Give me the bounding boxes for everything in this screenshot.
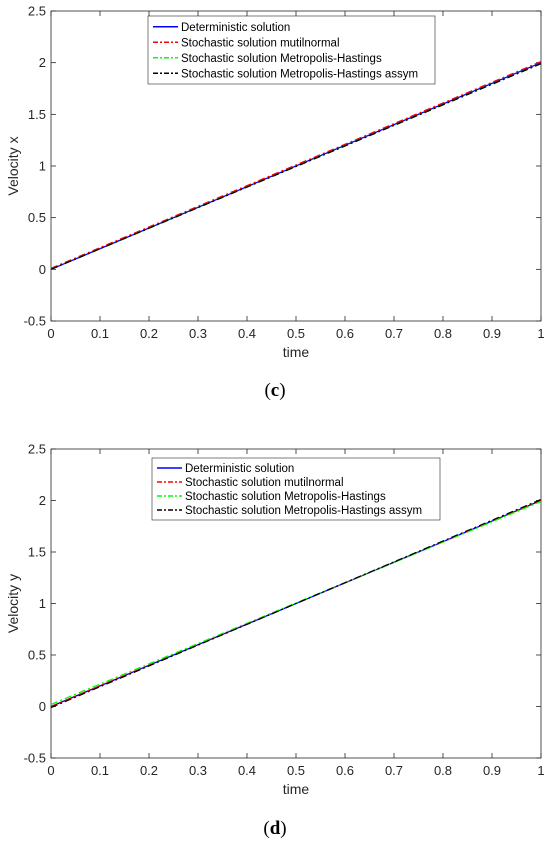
panel-caption: (c) <box>264 380 285 401</box>
legend-entry-1: Deterministic solution <box>185 463 294 475</box>
x-tick-label: 0.5 <box>287 763 305 778</box>
legend-entry-3: Stochastic solution Metropolis-Hastings <box>185 491 386 503</box>
x-tick-label: 0.8 <box>434 326 452 341</box>
legend-entry-2: Stochastic solution mutilnormal <box>185 477 344 489</box>
legend-entry-4: Stochastic solution Metropolis-Hastings … <box>185 505 422 517</box>
series-line-4 <box>50 498 542 709</box>
x-tick-label: 0.2 <box>140 326 158 341</box>
x-tick-label: 0.7 <box>385 326 403 341</box>
caption-close: ) <box>280 818 286 839</box>
legend-entry-3: Stochastic solution Metropolis-Hastings <box>181 53 382 65</box>
legend-entry-1: Deterministic solution <box>181 22 290 34</box>
x-tick-label: 0.4 <box>238 326 256 341</box>
y-axis-label: Velocity x <box>5 136 21 195</box>
chart-panel-c: 0 0.1 0.2 0.3 0.4 0.5 0.6 0.7 0.8 0.9 1-0.500.511.… <box>5 4 545 402</box>
y-tick-label: 0.5 <box>28 210 46 225</box>
y-tick-label: 1.5 <box>28 107 46 122</box>
caption-letter: d <box>270 818 281 839</box>
x-tick-label: 0.3 <box>189 763 207 778</box>
x-tick-label: 0 <box>47 763 54 778</box>
caption-open: ( <box>264 380 270 401</box>
y-tick-label: 2.5 <box>28 4 46 19</box>
x-axis-label: time <box>283 781 310 797</box>
x-tick-label: 0.6 <box>336 326 354 341</box>
legend-entry-2: Stochastic solution mutilnormal <box>181 37 340 49</box>
x-tick-label: 0 <box>47 326 54 341</box>
x-tick-label: 0.1 <box>91 763 109 778</box>
x-tick-label: 0.9 <box>483 326 501 341</box>
x-tick-label: 0.2 <box>140 763 158 778</box>
y-tick-label: 2 <box>39 493 46 508</box>
legend: Deterministic solution Stochastic solutio… <box>151 457 441 521</box>
y-tick-label: -0.5 <box>24 751 46 766</box>
legend-box <box>151 457 441 521</box>
x-axis-label: time <box>283 344 310 360</box>
y-tick-label: 0 <box>39 699 46 714</box>
caption-open: ( <box>263 818 269 839</box>
x-tick-label: 0.3 <box>189 326 207 341</box>
y-axis-label: Velocity y <box>5 574 21 633</box>
x-tick-label: 0.6 <box>336 763 354 778</box>
y-tick-label: 0.5 <box>28 648 46 663</box>
panel-caption: (d) <box>263 818 286 839</box>
x-tick-label: 0.1 <box>91 326 109 341</box>
y-tick-label: 2.5 <box>28 442 46 457</box>
y-tick-label: -0.5 <box>24 314 46 329</box>
x-tick-label: 1 <box>537 763 544 778</box>
x-tick-label: 1 <box>537 326 544 341</box>
series-line-4 <box>50 63 542 270</box>
y-tick-label: 1 <box>39 159 46 174</box>
y-tick-label: 0 <box>39 262 46 277</box>
y-tick-label: 1 <box>39 596 46 611</box>
x-tick-label: 0.4 <box>238 763 256 778</box>
legend-entry-4: Stochastic solution Metropolis-Hastings … <box>181 68 418 80</box>
legend-box <box>147 15 436 85</box>
y-tick-label: 1.5 <box>28 545 46 560</box>
x-tick-label: 0.7 <box>385 763 403 778</box>
chart-panel-d: 0 0.1 0.2 0.3 0.4 0.5 0.6 0.7 0.8 0.9 1-0.500.511.… <box>5 442 545 840</box>
series-line-2 <box>50 61 542 269</box>
x-tick-label: 0.8 <box>434 763 452 778</box>
caption-close: ) <box>279 380 285 401</box>
x-tick-label: 0.5 <box>287 326 305 341</box>
legend: Deterministic solution Stochastic solutio… <box>147 15 436 85</box>
caption-letter: c <box>271 380 279 401</box>
x-tick-label: 0.9 <box>483 763 501 778</box>
y-tick-label: 2 <box>39 55 46 70</box>
